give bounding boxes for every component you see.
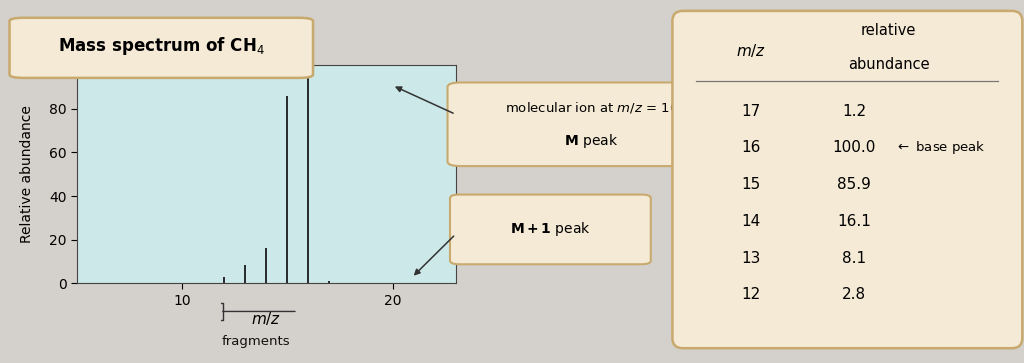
- Text: 14: 14: [741, 214, 761, 229]
- Text: $\bf{M}$ peak: $\bf{M}$ peak: [564, 132, 618, 150]
- Text: 13: 13: [741, 250, 761, 265]
- Text: 15: 15: [741, 177, 761, 192]
- Text: $\bf{M + 1}$ peak: $\bf{M + 1}$ peak: [510, 220, 591, 238]
- Text: $m/z$: $m/z$: [736, 42, 766, 60]
- FancyBboxPatch shape: [9, 18, 313, 78]
- Text: 85.9: 85.9: [838, 177, 871, 192]
- X-axis label: $m/z$: $m/z$: [251, 310, 282, 327]
- Y-axis label: Relative abundance: Relative abundance: [20, 105, 35, 243]
- Text: molecular ion at $m/z$ = 16: molecular ion at $m/z$ = 16: [505, 100, 678, 115]
- Text: abundance: abundance: [848, 57, 930, 72]
- Text: relative: relative: [861, 24, 916, 38]
- Text: 12: 12: [741, 287, 761, 302]
- Text: 8.1: 8.1: [842, 250, 866, 265]
- Text: 1.2: 1.2: [842, 103, 866, 119]
- FancyBboxPatch shape: [447, 82, 735, 166]
- Text: 16.1: 16.1: [838, 214, 871, 229]
- FancyBboxPatch shape: [673, 11, 1022, 348]
- Text: Mass spectrum of CH$_4$: Mass spectrum of CH$_4$: [58, 35, 264, 57]
- Text: fragments: fragments: [221, 335, 290, 348]
- Text: $\leftarrow$ base peak: $\leftarrow$ base peak: [895, 139, 986, 156]
- Text: 17: 17: [741, 103, 761, 119]
- Text: 100.0: 100.0: [833, 140, 876, 155]
- Text: 2.8: 2.8: [842, 287, 866, 302]
- Text: 16: 16: [741, 140, 761, 155]
- FancyBboxPatch shape: [450, 195, 651, 264]
